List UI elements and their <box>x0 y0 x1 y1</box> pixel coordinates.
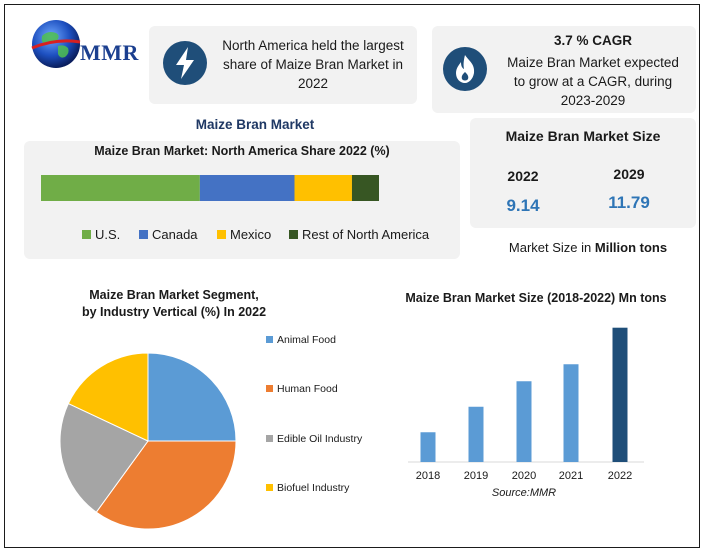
share-segment-mexico <box>294 175 352 201</box>
highlight-line-2: share of Maize Bran Market in <box>222 57 404 72</box>
bar-label-2021: 2021 <box>559 470 583 482</box>
bar-2021 <box>563 364 579 462</box>
cagr-line-1: Maize Bran Market expected <box>507 55 679 70</box>
share-segment-rest-of-north-america <box>351 175 379 201</box>
bar-2022 <box>612 327 628 462</box>
cagr-line-3: 2023-2029 <box>560 93 626 108</box>
cagr-title: 3.7 % CAGR <box>553 33 633 48</box>
bar-label-2018: 2018 <box>416 470 440 482</box>
pie-slice-animal-food <box>147 352 237 442</box>
market-size-note-unit: Million tons <box>594 240 668 255</box>
share-chart-title: Maize Bran Market: North America Share 2… <box>94 144 390 158</box>
year-2022-label: 2022 <box>507 168 539 184</box>
legend-label-mexico: Mexico <box>230 227 271 242</box>
share-segment-canada <box>199 175 295 201</box>
highlight-line-3: 2022 <box>297 76 329 91</box>
pie-chart-title: Maize Bran Market Segment, by Industry V… <box>56 287 292 321</box>
section-title: Maize Bran Market <box>195 117 315 132</box>
bar-2018 <box>420 432 436 462</box>
pie-title-line-1: Maize Bran Market Segment, <box>89 288 259 302</box>
market-size-title: Maize Bran Market Size <box>505 128 661 144</box>
pie-legend-label-animal-food: Animal Food <box>277 334 336 346</box>
highlight-line-1: North America held the largest <box>222 38 404 53</box>
legend-label-rest-of-north-america: Rest of North America <box>302 227 430 242</box>
market-size-note: Market Size in Million tons <box>470 240 706 255</box>
share-chart: U.S. Canada Mexico Rest of North America <box>41 175 430 242</box>
pie-title-line-2: by Industry Vertical (%) In 2022 <box>81 305 267 319</box>
pie-legend-swatch-animal-food <box>266 336 273 343</box>
pie-legend-swatch-human-food <box>266 385 273 392</box>
market-size-note-prefix: Market Size in <box>508 240 595 255</box>
legend-swatch-canada <box>139 230 148 239</box>
legend-swatch-rest-of-north-america <box>289 230 298 239</box>
bar-chart-title: Maize Bran Market Size (2018-2022) Mn to… <box>405 291 667 305</box>
pie-legend-label-edible-oil-industry: Edible Oil Industry <box>277 433 363 445</box>
bar-label-2022: 2022 <box>608 470 632 482</box>
pie-slice-human-food <box>95 440 237 530</box>
cagr-card: 3.7 % CAGR Maize Bran Market expected to… <box>432 26 696 113</box>
cagr-line-2: to grow at a CAGR, during <box>513 74 673 89</box>
share-segment-u-s <box>41 175 200 201</box>
globe-icon <box>31 20 81 68</box>
value-2022: 9.14 <box>506 196 540 215</box>
year-2029-label: 2029 <box>613 166 645 182</box>
logo-text: MMR <box>80 40 139 65</box>
value-2029: 11.79 <box>608 193 650 212</box>
infographic-frame <box>4 4 700 548</box>
legend-swatch-mexico <box>217 230 226 239</box>
market-size-card: Maize Bran Market Size 2022 2029 9.14 11… <box>470 118 696 228</box>
bar-label-2019: 2019 <box>464 470 488 482</box>
legend-swatch-u-s <box>82 230 91 239</box>
pie-legend-label-human-food: Human Food <box>277 383 338 395</box>
bar-chart: 2018 2019 2020 2021 2022 <box>408 327 644 482</box>
bar-label-2020: 2020 <box>512 470 536 482</box>
bar-2020 <box>516 381 532 462</box>
share-card: Maize Bran Market: North America Share 2… <box>24 141 460 259</box>
bar-chart-source: Source:MMR <box>491 487 557 499</box>
pie-legend-swatch-edible-oil-industry <box>266 435 273 442</box>
pie-slice-biofuel-industry <box>67 352 149 442</box>
flame-icon <box>443 47 487 91</box>
highlight-card: North America held the largest share of … <box>149 26 417 104</box>
pie-legend-swatch-biofuel-industry <box>266 484 273 491</box>
bar-2019 <box>468 406 484 462</box>
pie-legend-label-biofuel-industry: Biofuel Industry <box>277 482 350 494</box>
legend-label-u-s: U.S. <box>95 227 120 242</box>
lightning-icon <box>163 41 207 85</box>
legend-label-canada: Canada <box>152 227 198 242</box>
pie-chart: Animal Food Human Food Edible Oil Industry… <box>59 334 363 530</box>
